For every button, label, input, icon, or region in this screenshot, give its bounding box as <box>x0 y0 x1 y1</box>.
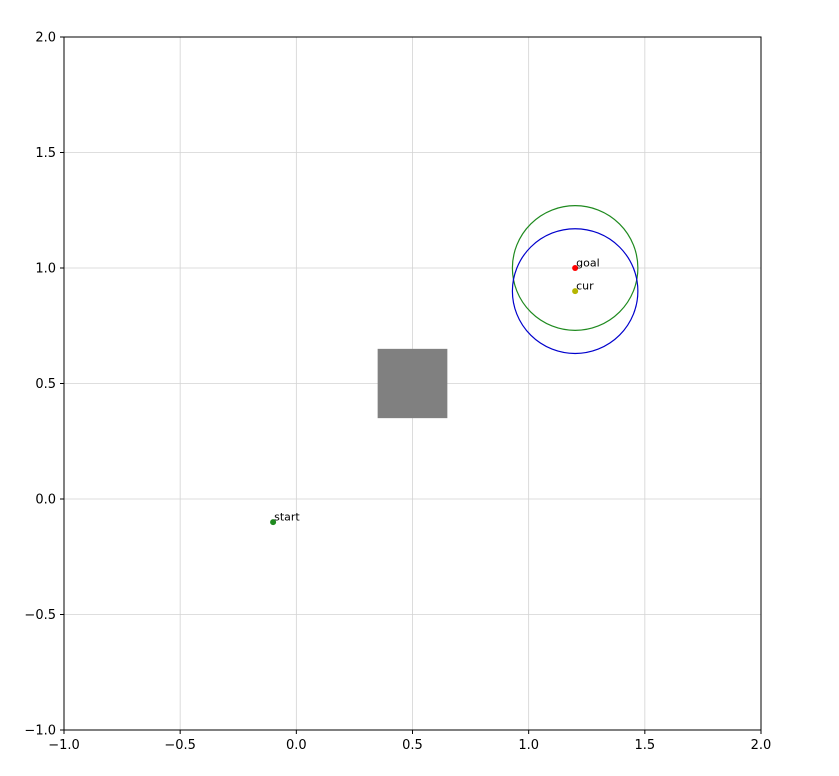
circle-layer <box>511 205 639 355</box>
x-tick-label: 1.5 <box>634 738 655 753</box>
cur-point <box>572 288 579 295</box>
y-tick-label: −0.5 <box>24 608 56 623</box>
x-tick-label: 0.5 <box>402 738 423 753</box>
x-tick-label: 1.0 <box>518 738 539 753</box>
y-tick-label: 0.0 <box>35 493 56 508</box>
point-layer: start goal cur <box>270 257 600 526</box>
radius-circle-1 <box>511 228 639 355</box>
goal-point <box>572 265 579 271</box>
x-tick-label: 0.0 <box>286 738 307 753</box>
obstacle-layer <box>377 348 448 419</box>
cur-label: cur <box>576 280 594 293</box>
y-tick-label: 2.0 <box>35 31 56 46</box>
y-tick-label: 0.5 <box>35 377 56 392</box>
y-tick-label: −1.0 <box>24 724 56 739</box>
axis-ticks: −1.0 −0.5 0.0 0.5 1.0 1.5 2.0 −1.0 −0.5 0.0 0.5 1.0… <box>24 31 771 754</box>
radius-circle-0 <box>511 205 639 331</box>
y-tick-label: 1.5 <box>35 146 56 161</box>
goal-label: goal <box>576 257 600 270</box>
x-tick-label: −1.0 <box>48 738 80 753</box>
y-tick-label: 1.0 <box>35 262 56 277</box>
x-tick-label: 2.0 <box>751 738 772 753</box>
start-label: start <box>274 511 300 524</box>
x-tick-label: −0.5 <box>164 738 196 753</box>
start-point <box>270 519 277 526</box>
obstacle-square <box>377 348 448 419</box>
